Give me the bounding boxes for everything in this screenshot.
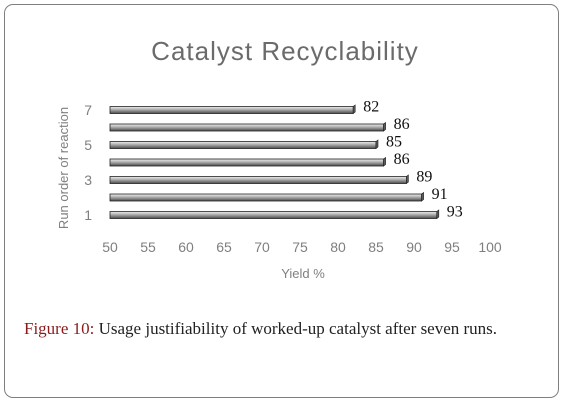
x-tick-label: 95 [444, 239, 460, 255]
bar-cap [421, 191, 424, 202]
bar-run-5: 85 [109, 134, 402, 151]
bar-chart: Catalyst Recyclability Run order of reac… [56, 36, 502, 281]
x-tick-label: 65 [216, 239, 232, 255]
x-tick-label: 100 [478, 239, 502, 255]
bar-body [109, 158, 385, 167]
bar-cap [406, 174, 409, 185]
bar-body [109, 123, 385, 132]
x-tick-label: 50 [102, 239, 118, 255]
x-tick-label: 85 [368, 239, 384, 255]
x-tick-label: 75 [292, 239, 308, 255]
x-tick-labels: 50 55 60 65 70 75 80 85 90 95 100 [102, 239, 502, 255]
caption-label: Figure 10: [24, 319, 95, 338]
bar-cap [375, 139, 379, 150]
data-label: 91 [432, 186, 448, 203]
y-tick-label: 7 [84, 102, 92, 118]
bar-run-4: 86 [109, 151, 410, 168]
caption-text: Usage justifiability of worked-up cataly… [98, 319, 498, 338]
data-label: 93 [447, 204, 463, 221]
y-tick-label: 5 [84, 137, 92, 153]
bar-cap [436, 209, 440, 220]
x-tick-label: 60 [178, 239, 194, 255]
x-tick-label: 55 [140, 239, 156, 255]
bar-run-1: 93 [109, 204, 463, 221]
y-tick-labels: 1 3 5 7 [84, 102, 92, 223]
bar-run-7: 82 [109, 99, 379, 116]
bar-body [109, 193, 423, 202]
data-label: 85 [386, 134, 402, 151]
bar-body [109, 211, 438, 219]
data-label: 86 [394, 116, 410, 133]
x-axis-label: Yield % [281, 266, 325, 281]
chart-title: Catalyst Recyclability [151, 36, 419, 66]
bar-cap [352, 104, 356, 115]
data-label: 89 [416, 169, 432, 186]
y-tick-label: 1 [84, 207, 92, 223]
figure-caption: Figure 10: Usage justifiability of worke… [24, 316, 546, 342]
bar-run-3: 89 [109, 169, 432, 186]
y-tick-label: 3 [84, 172, 92, 188]
data-label: 86 [394, 151, 410, 168]
y-axis-label: Run order of reaction [56, 107, 71, 229]
x-tick-label: 80 [330, 239, 346, 255]
bar-run-2: 91 [109, 186, 448, 203]
bar-body [109, 176, 407, 184]
bar-body [109, 141, 377, 149]
data-label: 82 [363, 99, 379, 116]
bar-cap [383, 121, 386, 132]
bar-body [109, 106, 354, 114]
bar-run-6: 86 [109, 116, 410, 133]
bar-cap [383, 156, 386, 167]
x-tick-label: 90 [406, 239, 422, 255]
x-tick-label: 70 [254, 239, 270, 255]
